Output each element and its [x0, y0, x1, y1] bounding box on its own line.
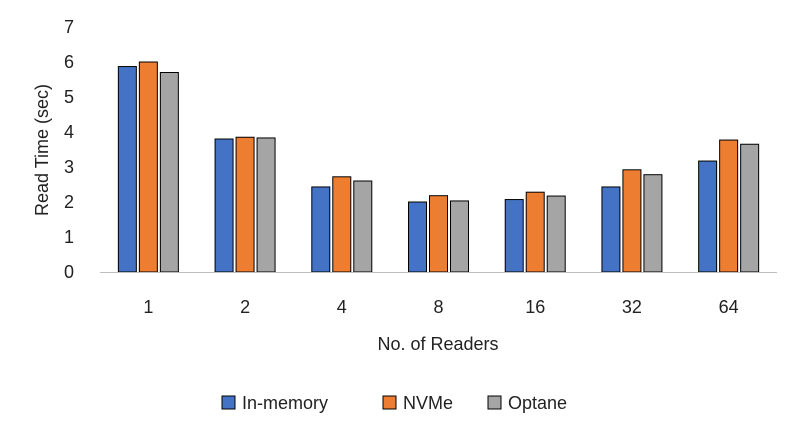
legend-label: NVMe	[403, 393, 453, 413]
bar-in-memory-4	[311, 186, 331, 273]
bar-in-memory-32	[601, 186, 621, 273]
y-tick-label: 4	[64, 122, 74, 142]
y-axis: 0 1 2 3 4 5 6 7	[64, 17, 74, 282]
bar-optane-64	[740, 143, 760, 273]
legend-swatch-nvme	[382, 395, 397, 410]
bar-optane-2	[256, 137, 276, 273]
bar-in-memory-64	[698, 160, 718, 273]
legend-swatch-in-memory	[221, 395, 236, 410]
x-axis-label: No. of Readers	[377, 334, 498, 354]
bar-in-memory-1	[117, 66, 137, 273]
y-tick-label: 3	[64, 157, 74, 177]
y-tick-label: 2	[64, 192, 74, 212]
bar-optane-1	[159, 72, 179, 273]
bar-optane-32	[643, 174, 663, 273]
legend: In-memory NVMe Optane	[221, 393, 567, 413]
legend-label: In-memory	[242, 393, 328, 413]
y-axis-label: Read Time (sec)	[32, 84, 52, 216]
bar-in-memory-16	[504, 199, 524, 273]
x-axis: 1 2 4 8 16 32 64	[100, 272, 777, 317]
x-tick-label: 4	[337, 297, 347, 317]
bar-optane-4	[353, 180, 373, 273]
x-tick-label: 16	[525, 297, 545, 317]
y-tick-label: 1	[64, 227, 74, 247]
x-tick-label: 1	[143, 297, 153, 317]
x-tick-label: 2	[240, 297, 250, 317]
y-tick-label: 5	[64, 87, 74, 107]
legend-label: Optane	[508, 393, 567, 413]
bar-nvme-8	[429, 195, 448, 273]
x-tick-label: 8	[433, 297, 443, 317]
bar-nvme-64	[719, 139, 739, 273]
bar-nvme-16	[525, 191, 545, 273]
x-tick-label: 32	[622, 297, 642, 317]
bar-in-memory-2	[214, 138, 234, 273]
bar-optane-8	[450, 200, 469, 273]
bar-nvme-32	[622, 169, 642, 273]
bar-in-memory-8	[408, 201, 427, 273]
bars-group	[117, 61, 760, 273]
bar-nvme-2	[235, 136, 255, 273]
y-tick-label: 7	[64, 17, 74, 37]
bar-nvme-1	[138, 61, 158, 273]
bar-optane-16	[546, 195, 566, 273]
y-tick-label: 0	[64, 262, 74, 282]
legend-swatch-optane	[487, 395, 502, 410]
y-tick-label: 6	[64, 52, 74, 72]
bar-nvme-4	[332, 176, 352, 273]
x-tick-label: 64	[719, 297, 739, 317]
